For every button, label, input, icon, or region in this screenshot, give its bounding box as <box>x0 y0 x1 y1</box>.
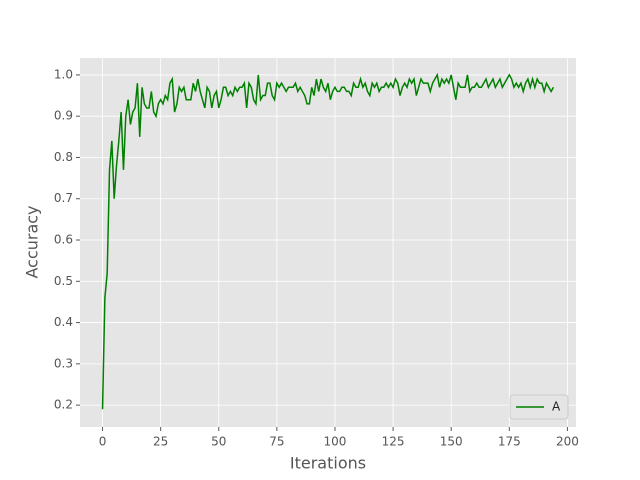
x-tick-label: 25 <box>153 435 168 449</box>
x-tick-label: 50 <box>211 435 226 449</box>
x-tick-label: 175 <box>498 435 521 449</box>
y-tick-label: 0.9 <box>54 109 73 123</box>
marks <box>101 72 555 410</box>
y-tick-label: 1.0 <box>54 67 73 81</box>
y-tick-label: 0.8 <box>54 150 73 164</box>
x-tick-label: 75 <box>269 435 284 449</box>
x-tick-label: 150 <box>440 435 463 449</box>
y-tick-label: 0.2 <box>54 398 73 412</box>
x-axis-label: Iterations <box>290 454 366 473</box>
x-tick-label: 0 <box>99 435 107 449</box>
legend: A <box>509 394 569 420</box>
x-tick-label: 200 <box>556 435 579 449</box>
x-tick-label: 125 <box>382 435 405 449</box>
y-tick-label: 0.4 <box>54 315 73 329</box>
x-tick-label: 100 <box>324 435 347 449</box>
y-axis-label: Accuracy <box>23 205 42 278</box>
plot-area <box>80 58 576 427</box>
y-tick-label: 0.7 <box>54 191 73 205</box>
grid <box>80 58 576 427</box>
y-tick-label: 0.6 <box>54 233 73 247</box>
y-tick-label: 0.5 <box>54 274 73 288</box>
y-tick-label: 0.3 <box>54 356 73 370</box>
data-line <box>101 72 555 410</box>
legend-label: A <box>552 400 561 414</box>
